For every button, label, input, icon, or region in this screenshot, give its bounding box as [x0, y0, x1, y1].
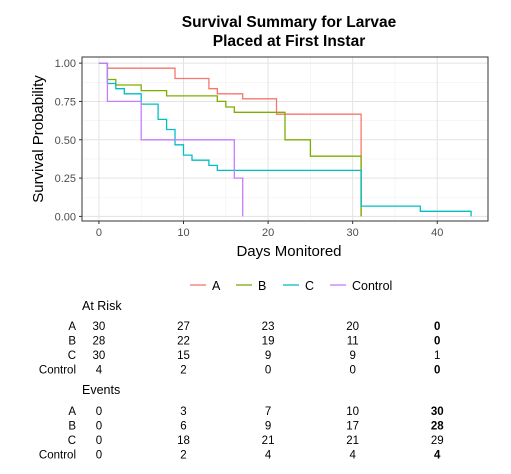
risk-table-strata-label: C [68, 435, 76, 447]
risk-table-cell: 28 [93, 336, 106, 348]
risk-table-cell: 4 [265, 450, 272, 462]
risk-table-cell: 2 [180, 450, 186, 462]
risk-table-cell: 9 [265, 350, 271, 362]
risk-table-strata-label: A [68, 406, 76, 418]
survival-curve-b [98, 62, 362, 217]
risk-table-strata-label: A [68, 321, 76, 333]
chart-title-line-2: Placed at First Instar [213, 33, 365, 50]
risk-table-cell: 0 [434, 321, 440, 333]
x-axis-label: Days Monitored [236, 243, 341, 260]
risk-table-cell: 1 [434, 350, 440, 362]
risk-table-cell: 6 [180, 421, 186, 433]
risk-table-cell: 0 [434, 336, 440, 348]
risk-table-cell: 22 [177, 336, 190, 348]
risk-table-cell: 0 [96, 406, 102, 418]
risk-table-cell: 7 [265, 406, 271, 418]
legend-label-control: Control [352, 279, 392, 293]
risk-table-cell: 0 [434, 365, 440, 377]
risk-table-cell: 20 [346, 321, 359, 333]
risk-table-strata-label: Control [39, 450, 76, 462]
legend-label-a: A [212, 279, 221, 293]
y-tick-label: 0.50 [55, 135, 76, 147]
x-tick-label: 40 [431, 227, 443, 239]
risk-table-cell: 21 [262, 435, 275, 447]
risk-table-cell: 18 [177, 435, 190, 447]
y-tick-label: 0.75 [55, 96, 76, 108]
risk-table-cell: 19 [262, 336, 275, 348]
plot-border [81, 56, 489, 222]
risk-table-cell: 15 [177, 350, 190, 362]
risk-table-title: Events [82, 383, 120, 397]
y-tick-label: 0.25 [55, 173, 76, 185]
risk-table-cell: 28 [431, 421, 444, 433]
risk-table-strata-label: Control [39, 365, 76, 377]
risk-table-cell: 0 [349, 365, 355, 377]
y-axis-label: Survival Probability [30, 75, 47, 203]
risk-table-cell: 2 [180, 365, 186, 377]
risk-table-cell: 21 [346, 435, 359, 447]
risk-table-cell: 4 [96, 365, 103, 377]
risk-table-cell: 9 [265, 421, 271, 433]
risk-table-cell: 4 [434, 450, 441, 462]
risk-table-cell: 0 [96, 421, 102, 433]
risk-table-cell: 27 [177, 321, 190, 333]
risk-table-strata-label: C [68, 350, 76, 362]
y-tick-label: 1.00 [55, 58, 76, 70]
risk-table-title: At Risk [82, 299, 122, 313]
legend: A B C Control [190, 279, 392, 293]
risk-table-cell: 0 [96, 450, 102, 462]
risk-table-cell: 4 [349, 450, 356, 462]
risk-table-cell: 3 [180, 406, 186, 418]
risk-table-cell: 10 [346, 406, 359, 418]
plot-panel: 0 10 20 30 40 0.00 0.25 0.50 0.75 1.00 [55, 56, 489, 239]
chart-title-line-1: Survival Summary for Larvae [182, 14, 397, 31]
risk-table-cell: 30 [93, 350, 106, 362]
survival-curve-c [98, 62, 472, 217]
legend-label-b: B [258, 279, 266, 293]
risk-table-cell: 23 [262, 321, 275, 333]
survival-curve-control [98, 62, 244, 217]
risk-table-cell: 11 [347, 336, 359, 348]
risk-table-cell: 30 [93, 321, 106, 333]
risk-table-cell: 9 [349, 350, 355, 362]
risk-table-cell: 17 [346, 421, 359, 433]
x-tick-label: 10 [177, 227, 189, 239]
legend-label-c: C [305, 279, 314, 293]
risk-table-strata-label: B [68, 421, 76, 433]
risk-table-cell: 29 [431, 435, 444, 447]
x-tick-label: 30 [347, 227, 359, 239]
x-tick-label: 0 [96, 227, 102, 239]
x-tick-label: 20 [262, 227, 274, 239]
risk-table-cell: 0 [96, 435, 102, 447]
risk-table-cell: 30 [431, 406, 444, 418]
risk-table-cell: 0 [265, 365, 271, 377]
risk-table-strata-label: B [68, 336, 76, 348]
y-tick-label: 0.00 [55, 211, 76, 223]
survival-curve-a [98, 62, 362, 217]
